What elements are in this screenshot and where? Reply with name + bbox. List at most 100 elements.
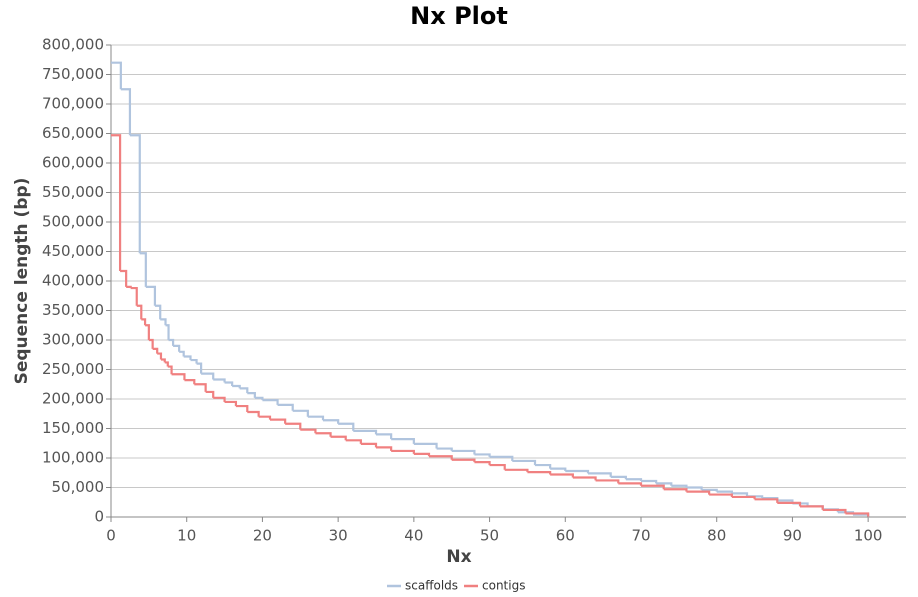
line-step bbox=[300, 428, 317, 434]
line-step bbox=[323, 419, 340, 424]
line-step bbox=[277, 403, 294, 411]
line-step bbox=[126, 285, 132, 289]
line-step bbox=[641, 479, 658, 484]
line-step bbox=[413, 452, 431, 457]
line-step bbox=[152, 347, 159, 354]
line-step bbox=[686, 486, 703, 490]
line-step bbox=[129, 134, 141, 254]
x-tick-label: 90 bbox=[783, 527, 802, 545]
line-step bbox=[165, 324, 170, 340]
y-tick-label: 350,000 bbox=[42, 301, 104, 319]
y-tick-label: 150,000 bbox=[42, 419, 104, 437]
y-tick-label: 600,000 bbox=[42, 154, 104, 172]
line-step bbox=[111, 61, 122, 90]
line-step bbox=[504, 468, 529, 473]
line-step bbox=[330, 435, 347, 441]
line-step bbox=[270, 418, 287, 424]
line-step bbox=[292, 409, 309, 417]
line-step bbox=[391, 438, 415, 444]
y-tick-label: 250,000 bbox=[42, 360, 104, 378]
line-step bbox=[205, 390, 215, 398]
line-step bbox=[701, 488, 718, 492]
x-axis-label: Nx bbox=[446, 547, 471, 567]
line-step bbox=[315, 432, 332, 437]
line-step bbox=[232, 384, 241, 389]
line-step bbox=[625, 478, 643, 482]
line-step bbox=[235, 404, 249, 412]
line-step bbox=[754, 498, 779, 503]
line-step bbox=[489, 463, 506, 470]
line-step bbox=[120, 88, 132, 136]
line-step bbox=[111, 134, 122, 271]
line-step bbox=[141, 318, 147, 326]
line-step bbox=[663, 488, 688, 492]
line-step bbox=[429, 455, 453, 460]
line-step bbox=[184, 379, 196, 385]
x-tick-label: 60 bbox=[556, 527, 575, 545]
line-step bbox=[413, 442, 438, 449]
line-step bbox=[190, 358, 198, 364]
line-step bbox=[338, 422, 355, 431]
line-step bbox=[451, 449, 476, 455]
line-step bbox=[588, 472, 612, 477]
x-tick-label: 50 bbox=[480, 527, 499, 545]
line-step bbox=[777, 501, 802, 507]
line-step bbox=[731, 495, 756, 500]
line-step bbox=[360, 442, 378, 448]
line-step bbox=[139, 252, 147, 287]
y-tick-label: 450,000 bbox=[42, 242, 104, 260]
y-tick-label: 700,000 bbox=[42, 95, 104, 113]
line-step bbox=[595, 479, 620, 484]
line-step bbox=[173, 344, 181, 352]
x-tick-label: 40 bbox=[404, 527, 423, 545]
x-tick-label: 100 bbox=[854, 527, 883, 545]
x-tick-label: 70 bbox=[631, 527, 650, 545]
line-step bbox=[853, 513, 870, 517]
line-step bbox=[391, 449, 415, 454]
line-step bbox=[474, 461, 491, 466]
legend-label: contigs bbox=[482, 579, 525, 593]
y-tick-label: 0 bbox=[94, 508, 104, 526]
line-step bbox=[376, 446, 393, 451]
x-tick-label: 10 bbox=[177, 527, 196, 545]
y-tick-label: 500,000 bbox=[42, 213, 104, 231]
y-axis-label: Sequence length (bp) bbox=[12, 178, 32, 385]
y-tick-label: 100,000 bbox=[42, 449, 104, 467]
line-step bbox=[489, 455, 514, 461]
line-step bbox=[610, 475, 627, 480]
line-step bbox=[822, 508, 847, 514]
line-step bbox=[120, 269, 128, 287]
legend-label: scaffolds bbox=[405, 579, 458, 593]
line-step bbox=[709, 493, 733, 497]
line-step bbox=[800, 505, 824, 510]
line-step bbox=[157, 352, 163, 360]
x-tick-label: 20 bbox=[253, 527, 272, 545]
y-tick-label: 650,000 bbox=[42, 124, 104, 142]
y-tick-label: 750,000 bbox=[42, 65, 104, 83]
line-step bbox=[451, 458, 476, 463]
line-step bbox=[512, 459, 537, 466]
line-step bbox=[247, 392, 256, 398]
line-step bbox=[565, 469, 590, 474]
line-step bbox=[130, 286, 138, 306]
line-step bbox=[179, 350, 185, 357]
line-step bbox=[224, 400, 238, 407]
line-step bbox=[550, 473, 574, 478]
line-step bbox=[194, 383, 207, 392]
line-step bbox=[239, 387, 249, 394]
line-step bbox=[160, 318, 167, 326]
line-step bbox=[168, 338, 175, 346]
line-step bbox=[641, 484, 665, 490]
line-step bbox=[716, 490, 733, 494]
line-step bbox=[196, 362, 203, 374]
y-tick-label: 200,000 bbox=[42, 390, 104, 408]
line-step bbox=[436, 447, 453, 451]
line-step bbox=[247, 410, 260, 417]
line-step bbox=[145, 324, 150, 340]
y-tick-label: 50,000 bbox=[52, 478, 105, 496]
x-tick-label: 0 bbox=[106, 527, 116, 545]
x-tick-label: 80 bbox=[707, 527, 726, 545]
line-step bbox=[224, 381, 234, 387]
line-step bbox=[550, 467, 567, 471]
